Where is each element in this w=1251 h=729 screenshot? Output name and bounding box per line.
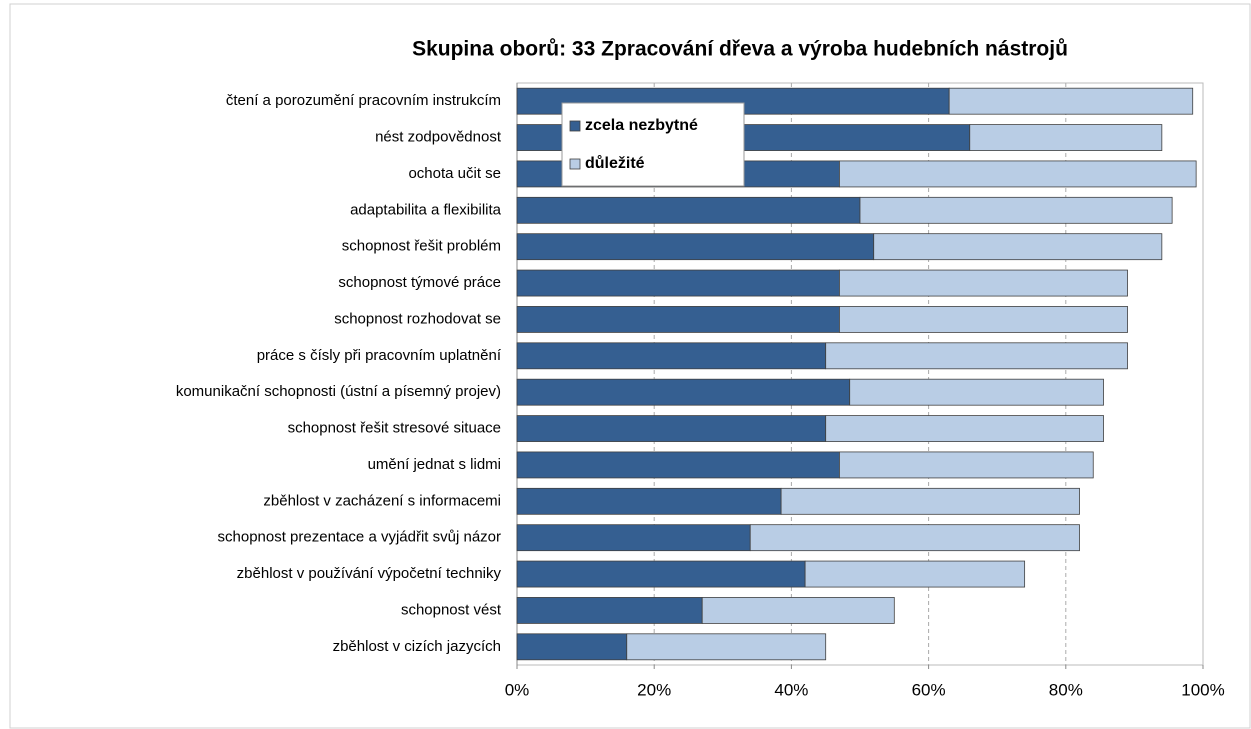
y-tick-label: zběhlost v zacházení s informacemi [263,492,501,509]
bar [516,306,840,333]
bar [969,124,1163,151]
y-tick-label: schopnost týmové práce [338,274,501,291]
y-tick-label: zběhlost v používání výpočetní techniky [237,565,502,582]
y-tick-label: schopnost prezentace a vyjádřit svůj náz… [218,529,501,546]
bar [839,269,1128,297]
bar [516,524,751,552]
y-tick-label: schopnost rozhodovat se [334,310,501,327]
y-tick-label: nést zodpovědnost [375,129,502,146]
legend-label: důležité [585,155,645,172]
bar [873,233,1163,261]
bar [516,196,861,224]
bar [780,487,1080,515]
bar [839,306,1128,333]
bar [516,560,806,588]
bar [749,524,1080,552]
bar [626,633,827,661]
y-tick-label: zběhlost v cizích jazycích [333,638,501,655]
bar [516,233,875,261]
y-tick-label: čtení a porozumění pracovním instrukcím [226,92,501,109]
legend-swatch [569,120,581,132]
bar [516,633,628,661]
y-tick-label: komunikační schopnosti (ústní a písemný … [176,383,501,400]
y-tick-label: adaptabilita a flexibilita [350,201,502,218]
y-tick-label: umění jednat s lidmi [368,456,501,473]
bar [849,378,1104,406]
legend-label: zcela nezbytné [585,117,698,134]
x-tick-label: 20% [637,680,671,699]
bar [839,451,1094,479]
legend-swatch [569,158,581,170]
y-tick-label: schopnost řešit problém [342,238,501,255]
bar [701,597,895,624]
bar [516,378,851,406]
y-tick-label: ochota učit se [408,165,501,182]
y-tick-label: schopnost řešit stresové situace [288,420,501,437]
bar [516,342,827,370]
bar [948,87,1194,115]
x-tick-label: 0% [505,680,530,699]
bar [839,160,1197,188]
bar [825,342,1128,370]
bar [825,415,1104,442]
x-tick-label: 60% [912,680,946,699]
chart-title: Skupina oborů: 33 Zpracování dřeva a výr… [412,38,1068,61]
legend [561,102,745,187]
bar [859,196,1173,224]
y-tick-label: schopnost vést [401,601,502,618]
bar [516,597,703,624]
bar [516,487,782,515]
bar [516,269,840,297]
bar [804,560,1026,588]
x-tick-label: 80% [1049,680,1083,699]
bar [516,451,840,479]
x-tick-label: 100% [1181,680,1224,699]
x-tick-label: 40% [774,680,808,699]
y-tick-label: práce s čísly při pracovním uplatnění [257,347,502,364]
bar [516,415,827,442]
